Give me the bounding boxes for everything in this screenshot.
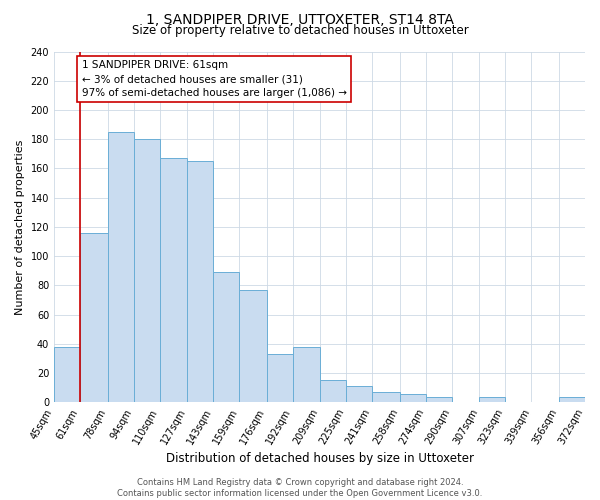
Bar	[559, 396, 585, 402]
Text: Size of property relative to detached houses in Uttoxeter: Size of property relative to detached ho…	[131, 24, 469, 37]
Y-axis label: Number of detached properties: Number of detached properties	[15, 140, 25, 314]
Bar	[134, 139, 160, 402]
Text: 1 SANDPIPER DRIVE: 61sqm
← 3% of detached houses are smaller (31)
97% of semi-de: 1 SANDPIPER DRIVE: 61sqm ← 3% of detache…	[82, 60, 347, 98]
X-axis label: Distribution of detached houses by size in Uttoxeter: Distribution of detached houses by size …	[166, 452, 473, 465]
Bar	[346, 386, 372, 402]
Bar	[54, 347, 80, 403]
Bar	[107, 132, 134, 402]
Bar	[213, 272, 239, 402]
Bar	[293, 347, 320, 403]
Bar	[479, 396, 505, 402]
Bar	[239, 290, 267, 403]
Text: Contains HM Land Registry data © Crown copyright and database right 2024.
Contai: Contains HM Land Registry data © Crown c…	[118, 478, 482, 498]
Text: 1, SANDPIPER DRIVE, UTTOXETER, ST14 8TA: 1, SANDPIPER DRIVE, UTTOXETER, ST14 8TA	[146, 12, 454, 26]
Bar	[267, 354, 293, 403]
Bar	[187, 161, 213, 402]
Bar	[80, 233, 107, 402]
Bar	[426, 396, 452, 402]
Bar	[160, 158, 187, 402]
Bar	[320, 380, 346, 402]
Bar	[372, 392, 400, 402]
Bar	[400, 394, 426, 402]
